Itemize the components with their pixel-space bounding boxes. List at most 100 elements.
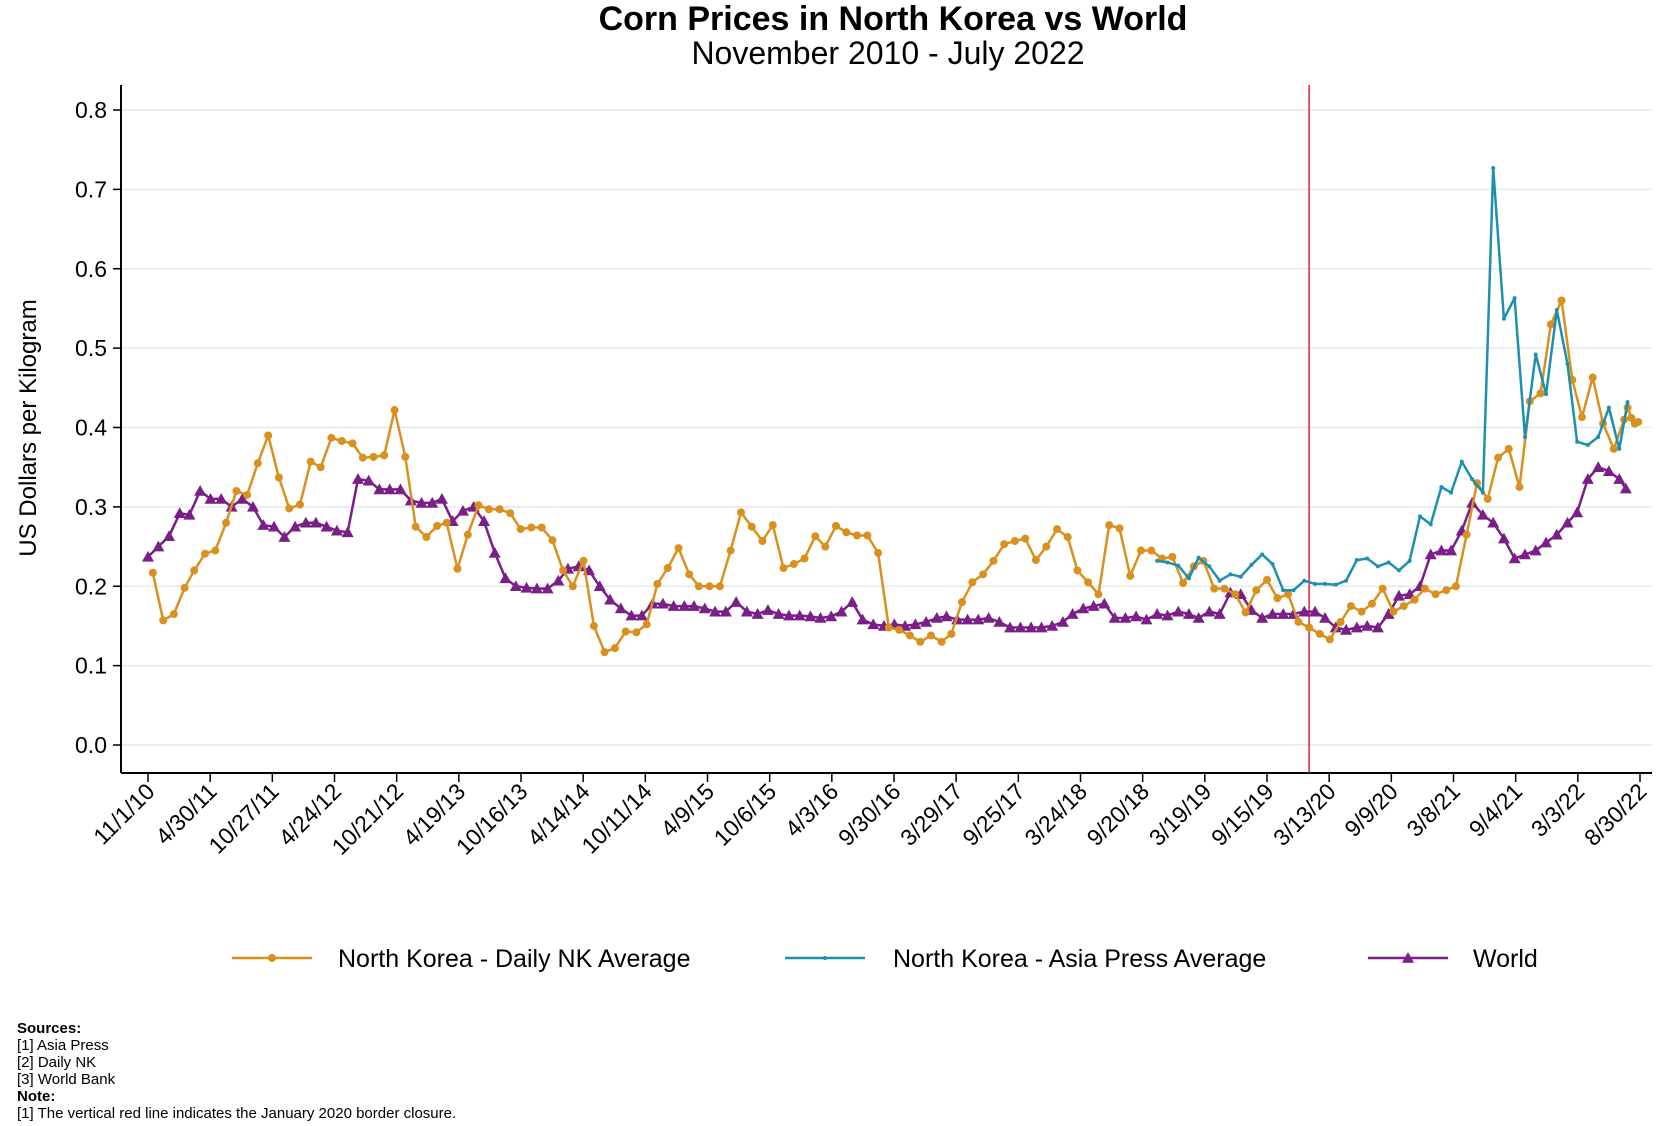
data-point xyxy=(442,518,451,527)
data-point xyxy=(348,439,357,448)
data-point xyxy=(1298,605,1311,617)
data-point xyxy=(1213,608,1226,619)
data-point xyxy=(1010,537,1019,546)
data-point xyxy=(1399,602,1408,611)
data-point xyxy=(1602,465,1615,476)
data-point xyxy=(1375,564,1380,569)
data-point xyxy=(937,637,946,646)
data-point xyxy=(831,521,840,530)
data-point xyxy=(488,546,501,558)
data-point xyxy=(1094,590,1103,599)
series-group xyxy=(142,165,1643,657)
x-tick-label: 3/13/20 xyxy=(1268,778,1341,851)
data-point xyxy=(173,507,186,519)
data-point xyxy=(1596,435,1601,440)
data-point xyxy=(1577,413,1586,422)
x-tick-label: 10/11/14 xyxy=(576,778,657,859)
data-point xyxy=(1336,617,1345,626)
data-point xyxy=(394,483,407,495)
data-point xyxy=(1470,477,1475,482)
data-point xyxy=(568,582,577,591)
data-point xyxy=(1392,589,1405,601)
data-point xyxy=(1098,597,1111,609)
data-point xyxy=(1155,558,1160,563)
data-point xyxy=(1350,621,1363,633)
data-point xyxy=(1182,608,1195,619)
data-point xyxy=(814,612,827,623)
data-point xyxy=(972,613,985,625)
data-point xyxy=(1378,584,1387,593)
data-point xyxy=(916,637,925,646)
data-point xyxy=(789,560,798,569)
data-point xyxy=(380,451,389,460)
data-point xyxy=(761,604,774,615)
data-point xyxy=(1439,485,1444,490)
data-point xyxy=(1046,619,1059,631)
data-point xyxy=(527,523,536,532)
data-point xyxy=(989,556,998,565)
data-point xyxy=(309,516,322,528)
data-point xyxy=(1497,532,1510,544)
data-point xyxy=(1077,602,1090,614)
data-point xyxy=(1435,544,1448,556)
x-tick-label: 10/27/11 xyxy=(203,778,283,858)
data-point xyxy=(926,631,935,640)
x-tick-label: 3/29/17 xyxy=(895,778,968,851)
data-point xyxy=(579,556,588,565)
data-point xyxy=(1609,444,1618,453)
data-point xyxy=(1476,508,1489,520)
data-point xyxy=(1168,552,1177,561)
data-point xyxy=(190,566,199,575)
x-tick-label: 11/1/10 xyxy=(88,778,159,849)
data-point xyxy=(211,546,220,555)
data-point xyxy=(947,629,956,638)
data-point xyxy=(1231,590,1240,599)
data-point xyxy=(663,563,672,572)
data-point xyxy=(1522,435,1527,440)
x-tick-label: 9/25/17 xyxy=(957,778,1030,851)
data-point xyxy=(1266,608,1279,619)
data-point xyxy=(621,627,630,636)
data-point xyxy=(779,563,788,572)
data-point xyxy=(1263,575,1271,584)
data-point xyxy=(825,610,838,622)
data-point xyxy=(1396,568,1401,573)
data-point xyxy=(632,628,641,637)
legend-item-world: World xyxy=(1368,945,1538,973)
data-point xyxy=(614,602,627,614)
data-point xyxy=(268,520,281,532)
data-point xyxy=(1540,536,1553,548)
data-point xyxy=(463,530,472,539)
data-point xyxy=(930,612,943,623)
y-tick-label: 0.7 xyxy=(75,176,107,202)
data-point xyxy=(1176,563,1181,568)
data-point xyxy=(1613,473,1626,484)
data-point xyxy=(1323,581,1328,586)
x-tick-label: 9/9/20 xyxy=(1339,778,1403,842)
data-point xyxy=(1585,442,1590,447)
data-point xyxy=(1313,581,1318,586)
data-point xyxy=(625,609,638,621)
data-point xyxy=(433,521,442,530)
data-point xyxy=(961,613,974,625)
data-point xyxy=(678,600,691,611)
data-point xyxy=(821,542,830,551)
data-point xyxy=(1557,296,1566,305)
data-point xyxy=(1260,552,1265,557)
x-tick-label: 3/24/18 xyxy=(1019,778,1092,851)
data-point xyxy=(1192,612,1205,623)
data-point xyxy=(1575,439,1580,444)
data-point xyxy=(747,522,756,531)
data-point xyxy=(856,613,869,625)
data-point xyxy=(456,504,469,516)
data-point xyxy=(1410,595,1419,604)
data-point xyxy=(295,500,304,509)
data-point xyxy=(369,452,378,461)
data-point xyxy=(1042,542,1051,551)
data-point xyxy=(499,572,512,584)
data-point xyxy=(516,525,525,534)
data-point xyxy=(1249,562,1254,567)
data-point xyxy=(1302,578,1307,583)
data-point xyxy=(793,609,806,621)
data-point xyxy=(390,406,399,415)
